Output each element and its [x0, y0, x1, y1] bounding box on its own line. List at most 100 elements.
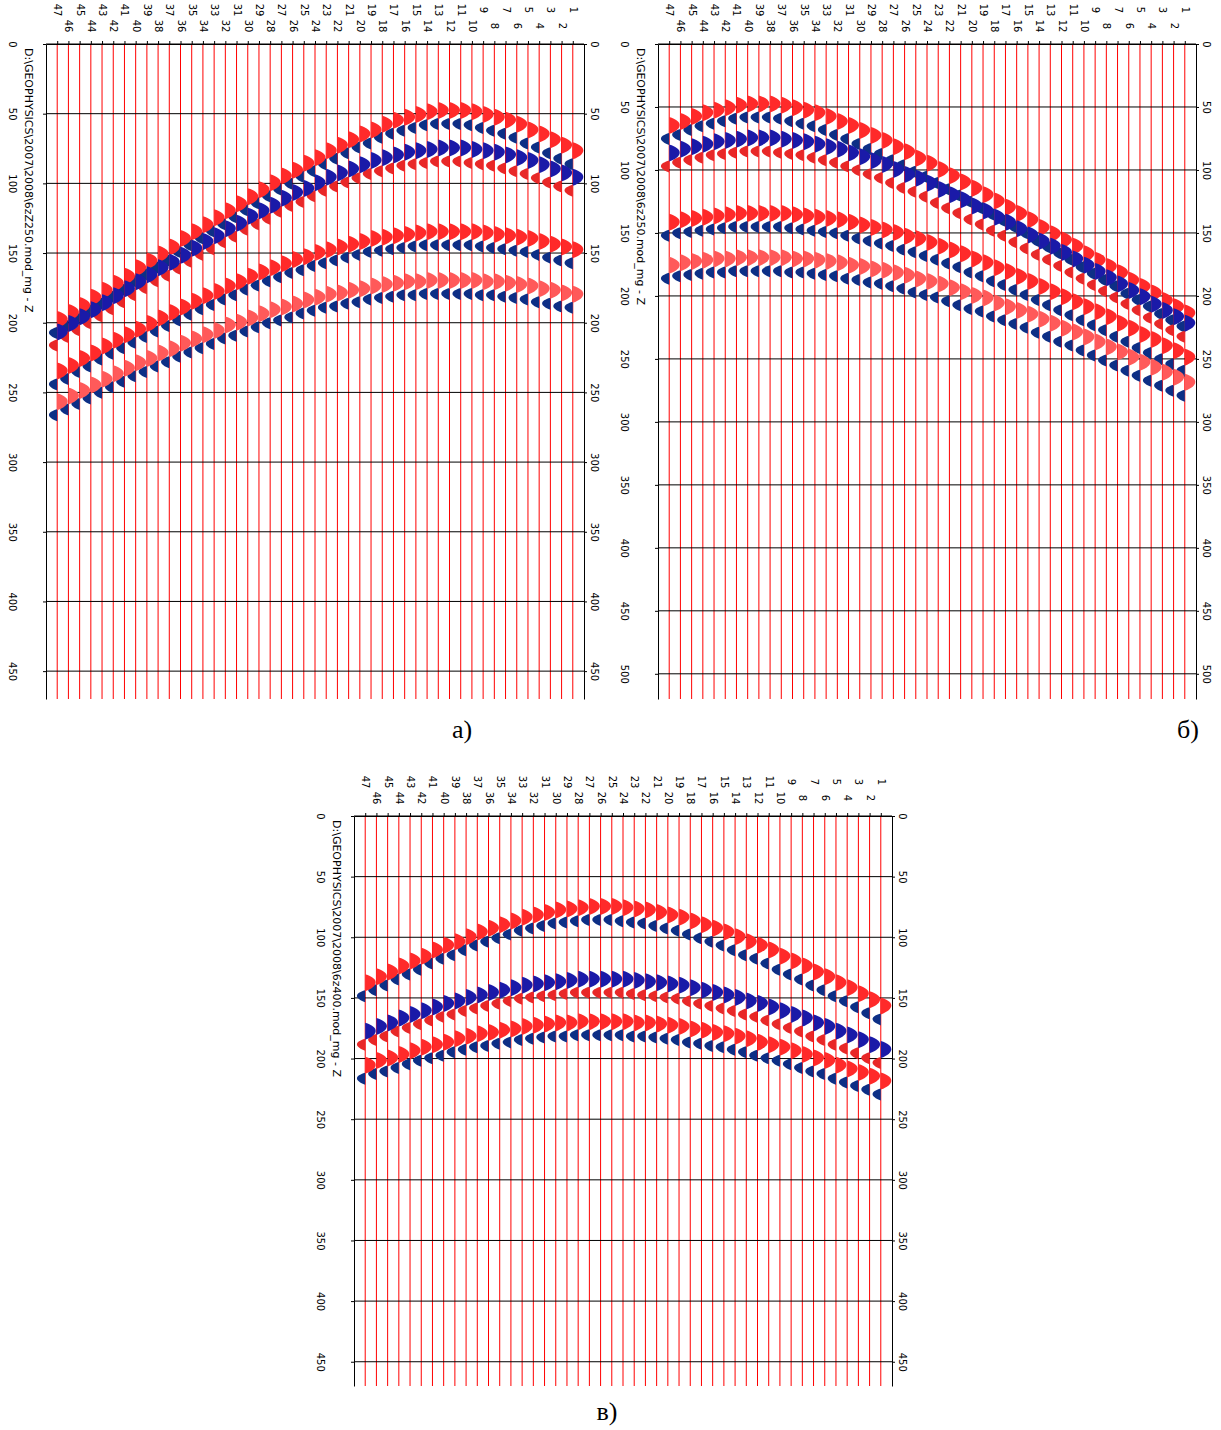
wavelet-lobe [441, 118, 449, 130]
wavelet [1039, 311, 1050, 328]
wavelet [533, 1017, 544, 1034]
tick-label: 150 [897, 989, 908, 1008]
wavelet [326, 142, 337, 159]
tick: 200 [1196, 287, 1212, 306]
wavelet-lobe [683, 226, 691, 238]
wavelet [746, 1030, 757, 1047]
wavelet [938, 238, 949, 255]
wavelet [248, 268, 259, 285]
tick-mark [351, 1362, 354, 1363]
tick: 38 [765, 20, 776, 44]
wavelet [57, 363, 68, 380]
time-grid-line [354, 1179, 892, 1180]
trace-line [779, 816, 780, 1386]
wavelet [337, 165, 348, 182]
wavelet [573, 169, 584, 186]
wavelet [388, 1014, 399, 1031]
time-grid-line [658, 610, 1196, 611]
wavelet-lobe [435, 1050, 443, 1062]
wavelet [349, 160, 360, 177]
wavelet [735, 989, 746, 1006]
wavelet-lobe [829, 270, 837, 282]
wavelet [814, 1014, 825, 1031]
wavelet [147, 350, 158, 367]
wavelet [304, 180, 315, 197]
wavelet-lobe [795, 224, 803, 236]
trace-label: 37 [164, 4, 175, 17]
wavelet-lobe [852, 274, 860, 286]
tick-mark [769, 813, 770, 816]
wavelet-lobe [1053, 304, 1061, 316]
wavelet-lobe [840, 230, 848, 242]
wavelet [692, 253, 703, 270]
tick-mark [578, 813, 579, 816]
wavelet [657, 904, 668, 921]
trace-label: 28 [877, 20, 888, 33]
wavelet [713, 984, 724, 1001]
wavelet [1118, 344, 1129, 361]
trace-label: 19 [674, 776, 685, 789]
wavelet-lobe [1098, 285, 1106, 297]
tick-mark [645, 813, 646, 816]
trace-label: 38 [765, 20, 776, 33]
time-grid-line [658, 232, 1196, 233]
trace-line [768, 816, 769, 1386]
wavelet-lobe [565, 185, 573, 197]
wavelet [489, 1024, 500, 1041]
wavelet-lobe [795, 149, 803, 161]
wavelet [1095, 303, 1106, 320]
trace-label: 43 [709, 4, 720, 17]
trace-label: 6 [512, 23, 523, 29]
tick-mark [1185, 41, 1186, 44]
wavelet-lobe [952, 261, 960, 273]
tick-mark [1129, 41, 1130, 44]
tick-label: 400 [897, 1292, 908, 1311]
tick: 9 [478, 7, 489, 44]
tick-mark [802, 813, 803, 816]
wavelet-lobe [604, 987, 612, 999]
wavelet-lobe [1165, 324, 1173, 336]
trace-line [1072, 44, 1073, 699]
wavelet [393, 112, 404, 129]
tick-label: 150 [7, 244, 18, 263]
tick: 28 [877, 20, 888, 44]
trace-label: 8 [489, 23, 500, 29]
tick-mark [916, 41, 917, 44]
wavelet [1095, 263, 1106, 280]
wavelet-lobe [861, 1084, 869, 1096]
wavelet [1185, 349, 1196, 366]
tick: 27 [276, 4, 287, 44]
tick-mark [136, 41, 137, 44]
tick-label: 0 [1201, 41, 1212, 47]
wavelet [871, 260, 882, 277]
tick: 29 [254, 4, 265, 44]
tick: 450 [1196, 602, 1212, 621]
wavelet [376, 1018, 387, 1035]
tick: 1 [876, 779, 887, 816]
wavelet [438, 223, 449, 240]
trace-label: 36 [176, 20, 187, 33]
wavelet-lobe [818, 226, 826, 238]
trace-label: 21 [956, 4, 967, 17]
tick-mark [351, 1301, 354, 1302]
trace-label: 8 [1101, 23, 1112, 29]
tick: 27 [888, 4, 899, 44]
tick-label: 100 [619, 161, 630, 180]
wavelet [1106, 339, 1117, 356]
tick: 24 [618, 792, 629, 816]
wavelet-lobe [615, 987, 623, 999]
wavelet-lobe [852, 232, 860, 244]
tick: 41 [119, 4, 130, 44]
tick-label: 400 [589, 592, 600, 611]
wavelet-lobe [486, 160, 494, 172]
tick-mark [393, 41, 394, 44]
wavelet [612, 971, 623, 988]
trace-label: 17 [696, 776, 707, 789]
wavelet [225, 220, 236, 237]
wavelet [567, 900, 578, 917]
wavelet [791, 953, 802, 970]
wavelet [680, 113, 691, 130]
wavelet [1005, 298, 1016, 315]
wavelet [181, 335, 192, 352]
tick-mark [517, 41, 518, 44]
